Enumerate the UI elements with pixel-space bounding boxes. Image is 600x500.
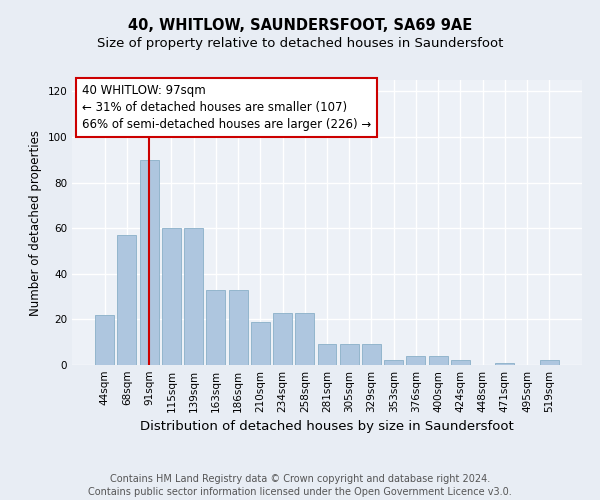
Bar: [251, 322, 270, 365]
Bar: [451, 360, 470, 365]
Bar: [206, 290, 225, 365]
Text: Contains HM Land Registry data © Crown copyright and database right 2024.: Contains HM Land Registry data © Crown c…: [110, 474, 490, 484]
Bar: [273, 312, 292, 365]
Bar: [429, 356, 448, 365]
Bar: [184, 228, 203, 365]
Bar: [540, 360, 559, 365]
Text: 40 WHITLOW: 97sqm
← 31% of detached houses are smaller (107)
66% of semi-detache: 40 WHITLOW: 97sqm ← 31% of detached hous…: [82, 84, 371, 132]
Bar: [384, 360, 403, 365]
X-axis label: Distribution of detached houses by size in Saundersfoot: Distribution of detached houses by size …: [140, 420, 514, 434]
Y-axis label: Number of detached properties: Number of detached properties: [29, 130, 42, 316]
Bar: [317, 344, 337, 365]
Bar: [295, 312, 314, 365]
Bar: [406, 356, 425, 365]
Bar: [95, 315, 114, 365]
Text: Size of property relative to detached houses in Saundersfoot: Size of property relative to detached ho…: [97, 38, 503, 51]
Bar: [140, 160, 158, 365]
Bar: [162, 228, 181, 365]
Bar: [118, 235, 136, 365]
Bar: [362, 344, 381, 365]
Text: Contains public sector information licensed under the Open Government Licence v3: Contains public sector information licen…: [88, 487, 512, 497]
Bar: [340, 344, 359, 365]
Text: 40, WHITLOW, SAUNDERSFOOT, SA69 9AE: 40, WHITLOW, SAUNDERSFOOT, SA69 9AE: [128, 18, 472, 32]
Bar: [229, 290, 248, 365]
Bar: [496, 362, 514, 365]
